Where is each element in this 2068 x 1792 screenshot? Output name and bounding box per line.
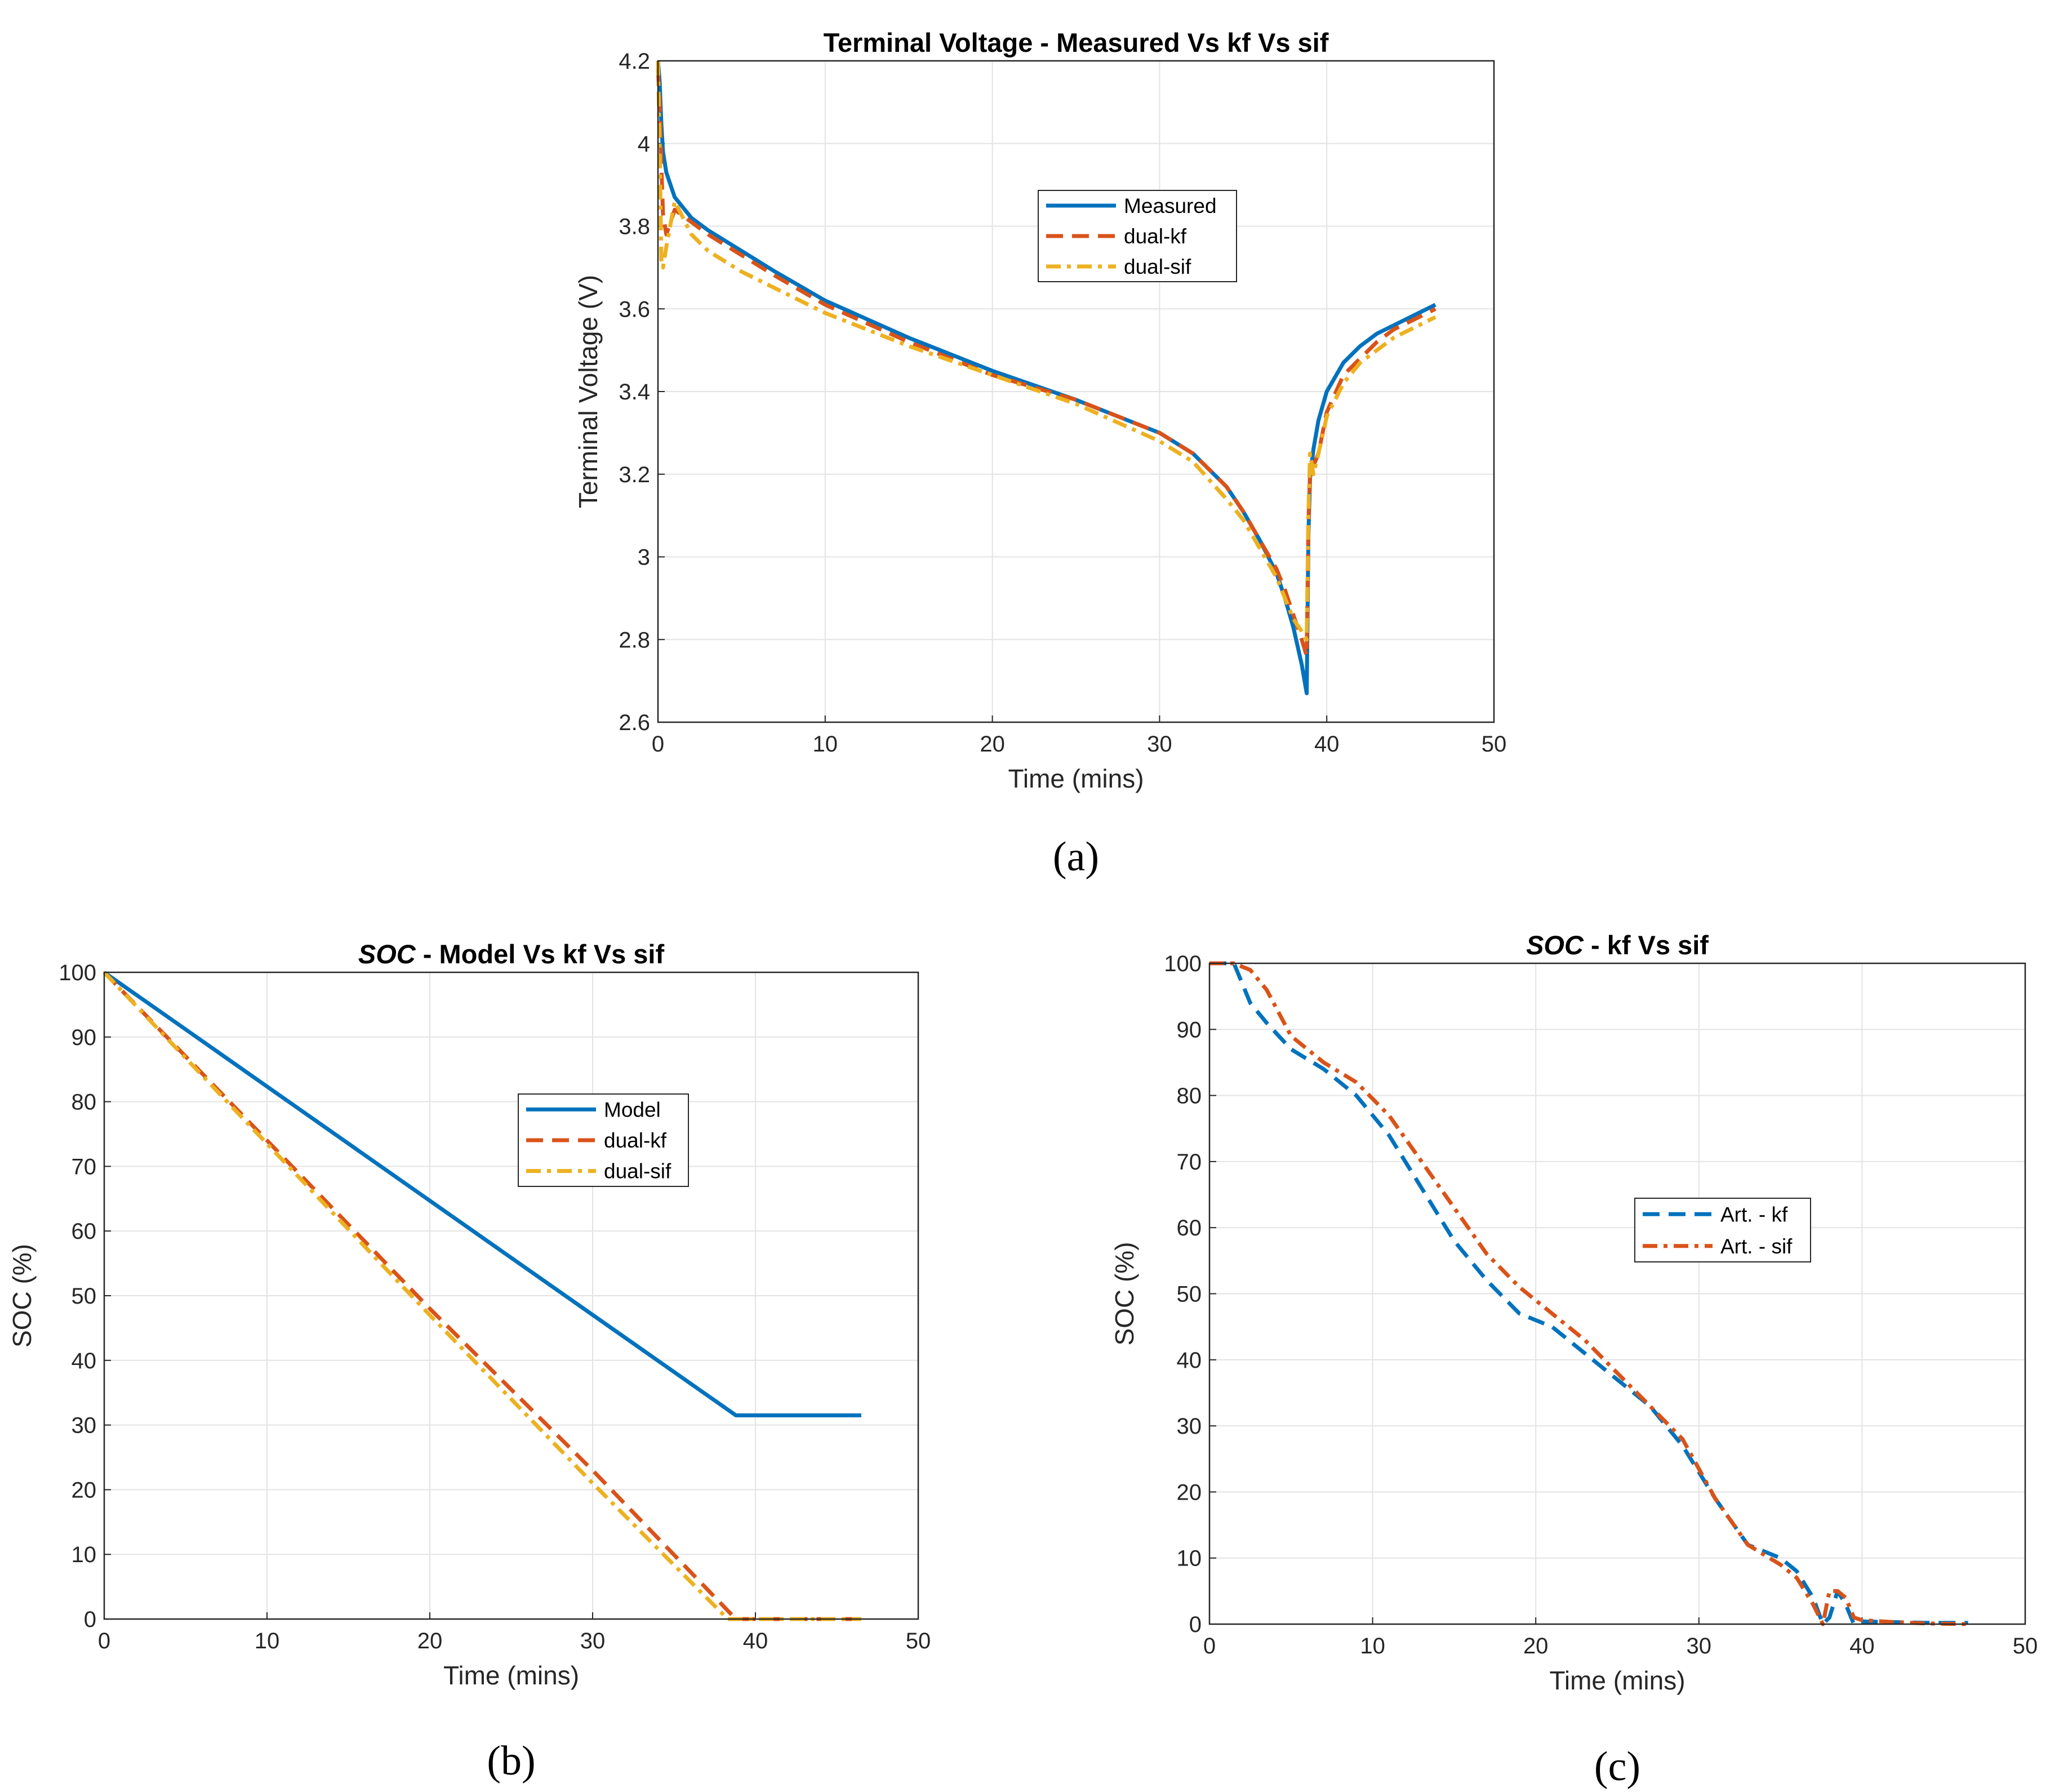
y-tick-label: 100	[59, 961, 96, 985]
x-tick-label: 20	[1523, 1634, 1549, 1658]
x-tick-label: 30	[1147, 732, 1172, 757]
y-tick-label: 3.2	[619, 463, 650, 487]
y-tick-label: 20	[72, 1478, 97, 1502]
axes-frame	[657, 60, 1495, 723]
y-axis-label: Terminal Voltage (V)	[573, 275, 603, 508]
legend-entry-label: dual-kf	[1124, 225, 1187, 248]
series-line-art-kf	[1209, 961, 1968, 1626]
x-axis-label: Time (mins)	[1008, 764, 1144, 793]
x-tick-label: 0	[1203, 1634, 1216, 1658]
x-tick-label: 40	[743, 1629, 768, 1653]
chart-title-italic: SOC	[358, 939, 416, 969]
y-tick-label: 4.2	[619, 49, 650, 74]
y-tick-label: 50	[72, 1284, 97, 1309]
y-tick-label: 2.6	[619, 710, 650, 735]
x-tick-label: 50	[2013, 1634, 2038, 1658]
y-axis-label: SOC (%)	[1110, 1242, 1139, 1346]
x-tick-label: 20	[980, 732, 1005, 757]
chart-title-italic: SOC	[1526, 930, 1584, 960]
legend-entry-label: Model	[604, 1098, 661, 1121]
legend-entry-label: dual-sif	[1124, 255, 1191, 278]
chart-c: 0 10 20 30 40 50 0 10 20 30 40 50 60 70 80 90 100 SOC - k…	[1110, 930, 2038, 1790]
x-tick-label: 50	[906, 1629, 931, 1653]
y-tick-label: 40	[1177, 1348, 1202, 1373]
chart-title-rest: - kf Vs sif	[1584, 930, 1709, 960]
legend-box	[1634, 1198, 1811, 1262]
y-tick-label: 0	[1189, 1612, 1202, 1637]
x-axis-label: Time (mins)	[1549, 1666, 1685, 1695]
y-tick-label: 60	[72, 1219, 97, 1244]
legend-entry-label: Art. - sif	[1720, 1235, 1793, 1258]
series-line-art-sif	[1209, 961, 1968, 1626]
chart-title: SOC - kf Vs sif	[1526, 930, 1709, 960]
panel-label: (a)	[1053, 834, 1099, 880]
axes-frame	[103, 971, 919, 1620]
series-line-model	[103, 971, 861, 1417]
y-tick-label: 20	[1177, 1480, 1202, 1505]
x-tick-label: 10	[1360, 1634, 1385, 1658]
chart-title: SOC - Model Vs kf Vs sif	[358, 939, 665, 969]
chart-b: 0 10 20 30 40 50 0 10 20 30 40 50 60 70 80 90 100 SOC - M…	[7, 939, 931, 1784]
y-axis-label: SOC (%)	[7, 1244, 37, 1348]
series-line-dual-kf	[656, 69, 1437, 659]
legend-entry-label: dual-kf	[604, 1129, 667, 1152]
y-tick-label: 30	[1177, 1414, 1202, 1439]
chart-title-rest: - Model Vs kf Vs sif	[416, 939, 665, 969]
y-tick-label: 70	[1177, 1150, 1202, 1175]
y-tick-label: 40	[72, 1349, 97, 1373]
y-tick-label: 3.4	[619, 380, 650, 404]
y-tick-label: 30	[72, 1413, 97, 1438]
legend-entry-label: Art. - kf	[1720, 1203, 1788, 1226]
x-axis-label: Time (mins)	[443, 1661, 579, 1690]
panel-label: (c)	[1594, 1744, 1640, 1790]
y-tick-label: 4	[638, 132, 650, 157]
x-tick-label: 0	[652, 732, 664, 757]
x-tick-label: 0	[98, 1629, 110, 1653]
y-tick-label: 90	[1177, 1017, 1202, 1042]
series-line-dual-sif	[656, 60, 1437, 642]
axes-frame	[1208, 962, 2026, 1625]
x-tick-label: 30	[1687, 1634, 1712, 1658]
y-tick-label: 50	[1177, 1282, 1202, 1307]
y-tick-label: 3.6	[619, 297, 650, 322]
y-tick-label: 80	[72, 1090, 97, 1115]
y-tick-label: 3	[638, 545, 650, 570]
chart-a: 0 10 20 30 40 50 2.6 2.8 3 3.2 3.4 3.6 3.8 4 4.2 Termin…	[573, 28, 1506, 880]
x-tick-label: 50	[1482, 732, 1507, 757]
y-tick-label: 10	[72, 1542, 97, 1567]
y-tick-label: 0	[84, 1607, 96, 1632]
y-tick-label: 70	[72, 1154, 97, 1179]
y-tick-label: 10	[1177, 1546, 1202, 1571]
y-tick-label: 60	[1177, 1216, 1202, 1240]
x-tick-label: 40	[1314, 732, 1340, 757]
x-tick-label: 20	[417, 1629, 443, 1653]
y-tick-label: 2.8	[619, 628, 650, 652]
x-tick-label: 40	[1849, 1634, 1875, 1658]
panel-label: (b)	[487, 1738, 535, 1784]
chart-title: Terminal Voltage - Measured Vs kf Vs sif	[824, 28, 1329, 57]
y-tick-label: 3.8	[619, 215, 650, 239]
y-tick-label: 80	[1177, 1084, 1202, 1109]
y-tick-label: 90	[72, 1025, 97, 1050]
x-tick-label: 10	[255, 1629, 280, 1653]
y-tick-label: 100	[1164, 951, 1202, 976]
x-tick-label: 30	[580, 1629, 606, 1653]
legend-entry-label: Measured	[1124, 194, 1217, 217]
legend-entry-label: dual-sif	[604, 1160, 671, 1183]
x-tick-label: 10	[813, 732, 838, 757]
